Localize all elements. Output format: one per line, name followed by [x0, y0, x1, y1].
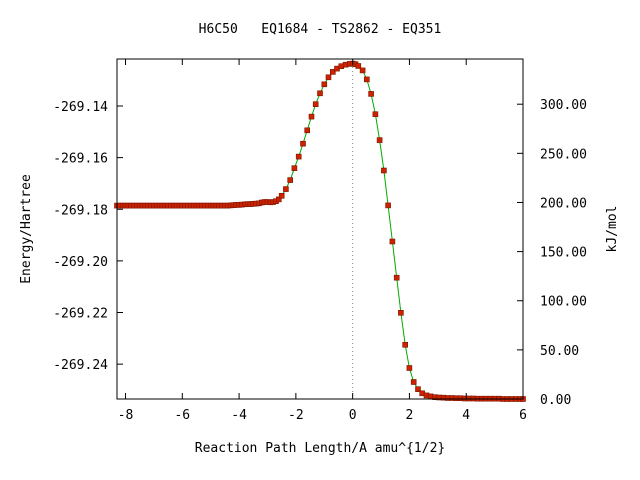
data-point	[300, 140, 306, 147]
y2-axis-label: kJ/mol	[605, 206, 620, 253]
y-tick-label: -269.16	[53, 152, 108, 167]
data-point	[385, 202, 391, 209]
data-point	[275, 196, 282, 203]
plot-marks	[114, 60, 526, 402]
x-tick-label: -2	[288, 408, 304, 423]
y-tick-label: -269.22	[53, 307, 108, 322]
data-point	[406, 365, 413, 371]
data-point	[355, 63, 362, 69]
data-point	[363, 76, 370, 83]
data-point	[410, 379, 417, 385]
x-tick-label: -6	[174, 408, 190, 423]
y2-tick-label: 100.00	[540, 295, 587, 310]
data-point	[398, 309, 404, 316]
chart-title: H6C50 EQ1684 - TS2862 - EQ351	[199, 22, 442, 37]
data-point	[381, 167, 387, 174]
data-point	[278, 193, 285, 199]
y-tick-label: -269.24	[53, 358, 108, 373]
x-tick-label: 6	[519, 408, 527, 423]
data-point	[389, 238, 396, 245]
data-point	[304, 127, 311, 134]
x-tick-label: 4	[462, 408, 470, 423]
axis-ticks: -8 -6 -4 -2 0 2 4 6 -269.24 -269.22 -269.20 -269.18…	[53, 59, 587, 423]
y2-tick-label: 0.00	[540, 393, 571, 408]
data-point	[295, 153, 302, 160]
x-tick-label: -8	[118, 408, 134, 423]
data-point	[402, 341, 409, 348]
data-point	[415, 386, 421, 393]
data-point	[325, 74, 332, 81]
x-tick-label: 2	[406, 408, 414, 423]
data-point	[372, 111, 379, 117]
y-tick-label: -269.18	[53, 203, 108, 218]
data-point	[291, 165, 298, 171]
data-point	[287, 177, 294, 183]
y2-tick-label: 150.00	[540, 246, 587, 261]
data-point	[393, 274, 400, 281]
data-point	[317, 90, 323, 97]
y-tick-label: -269.14	[53, 100, 108, 115]
data-point	[321, 81, 328, 88]
y-tick-label: -269.20	[53, 255, 108, 270]
data-point	[359, 67, 366, 74]
data-point	[308, 113, 315, 120]
y2-tick-label: 50.00	[540, 344, 579, 359]
data-point	[283, 186, 289, 192]
data-point	[368, 91, 374, 97]
x-tick-label: -4	[231, 408, 247, 423]
data-point	[329, 69, 336, 75]
x-axis-label: Reaction Path Length/A amu^{1/2}	[195, 441, 445, 456]
series-line	[117, 63, 523, 400]
plot-frame	[116, 58, 524, 400]
y2-tick-label: 300.00	[540, 98, 587, 113]
y2-tick-label: 200.00	[540, 196, 587, 211]
data-point	[312, 101, 319, 107]
x-tick-label: 0	[349, 408, 357, 423]
data-point	[376, 137, 383, 143]
y-axis-label: Energy/Hartree	[19, 174, 34, 284]
y2-tick-label: 250.00	[540, 147, 587, 162]
